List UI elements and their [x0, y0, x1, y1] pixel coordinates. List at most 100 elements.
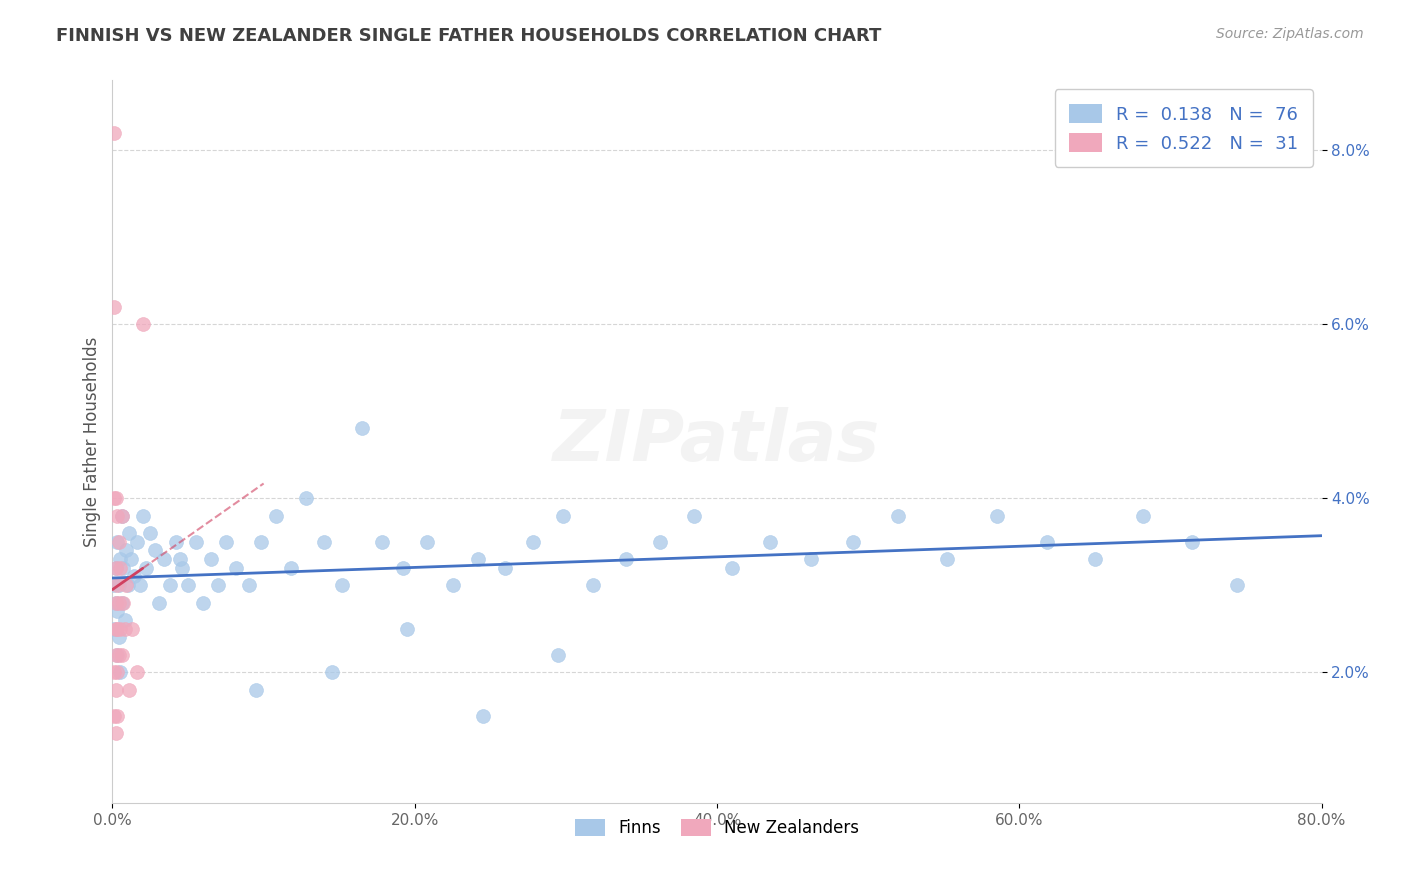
- Point: [112, 561, 135, 575]
- Point: [238, 578, 260, 592]
- Point: [416, 534, 439, 549]
- Point: [295, 491, 318, 505]
- Point: [169, 552, 191, 566]
- Point: [471, 708, 494, 723]
- Point: [114, 622, 136, 636]
- Point: [396, 622, 419, 636]
- Point: [264, 508, 287, 523]
- Point: [110, 648, 132, 662]
- Point: [522, 534, 544, 549]
- Point: [1035, 534, 1057, 549]
- Point: [148, 596, 170, 610]
- Point: [207, 578, 229, 592]
- Point: [683, 508, 706, 523]
- Point: [103, 708, 125, 723]
- Point: [153, 552, 176, 566]
- Point: [935, 552, 957, 566]
- Point: [391, 561, 413, 575]
- Point: [107, 631, 129, 645]
- Point: [370, 534, 392, 549]
- Point: [105, 708, 128, 723]
- Point: [122, 569, 145, 583]
- Y-axis label: Single Father Households: Single Father Households: [83, 336, 101, 547]
- Point: [125, 665, 148, 680]
- Point: [159, 578, 181, 592]
- Point: [467, 552, 489, 566]
- Point: [104, 561, 127, 575]
- Point: [107, 578, 129, 592]
- Point: [225, 561, 247, 575]
- Point: [330, 578, 353, 592]
- Point: [128, 578, 150, 592]
- Point: [184, 534, 207, 549]
- Point: [551, 508, 574, 523]
- Point: [280, 561, 302, 575]
- Point: [110, 596, 132, 610]
- Point: [115, 543, 138, 558]
- Point: [132, 317, 155, 331]
- Point: [103, 126, 125, 140]
- Point: [107, 648, 129, 662]
- Point: [115, 578, 138, 592]
- Point: [104, 622, 127, 636]
- Point: [104, 491, 127, 505]
- Point: [721, 561, 744, 575]
- Point: [104, 648, 127, 662]
- Point: [105, 534, 128, 549]
- Point: [108, 552, 131, 566]
- Point: [108, 665, 131, 680]
- Point: [350, 421, 373, 435]
- Point: [104, 726, 127, 740]
- Point: [321, 665, 343, 680]
- Point: [112, 596, 135, 610]
- Point: [887, 508, 910, 523]
- Point: [170, 561, 193, 575]
- Legend: Finns, New Zealanders: Finns, New Zealanders: [567, 810, 868, 845]
- Point: [105, 648, 128, 662]
- Text: FINNISH VS NEW ZEALANDER SINGLE FATHER HOUSEHOLDS CORRELATION CHART: FINNISH VS NEW ZEALANDER SINGLE FATHER H…: [56, 27, 882, 45]
- Point: [132, 508, 155, 523]
- Point: [118, 525, 141, 540]
- Point: [103, 300, 125, 314]
- Point: [616, 552, 638, 566]
- Point: [986, 508, 1008, 523]
- Point: [441, 578, 464, 592]
- Point: [121, 622, 143, 636]
- Point: [103, 491, 125, 505]
- Point: [800, 552, 823, 566]
- Point: [105, 508, 128, 523]
- Point: [117, 578, 139, 592]
- Point: [103, 578, 125, 592]
- Point: [143, 543, 166, 558]
- Point: [200, 552, 222, 566]
- Point: [1084, 552, 1107, 566]
- Point: [314, 534, 336, 549]
- Point: [135, 561, 157, 575]
- Point: [120, 552, 142, 566]
- Point: [105, 578, 128, 592]
- Point: [759, 534, 782, 549]
- Point: [842, 534, 865, 549]
- Point: [105, 622, 128, 636]
- Text: Source: ZipAtlas.com: Source: ZipAtlas.com: [1216, 27, 1364, 41]
- Point: [165, 534, 187, 549]
- Point: [105, 604, 128, 618]
- Point: [245, 682, 267, 697]
- Point: [107, 534, 129, 549]
- Point: [547, 648, 569, 662]
- Point: [104, 682, 127, 697]
- Point: [215, 534, 238, 549]
- Point: [114, 613, 136, 627]
- Point: [107, 596, 129, 610]
- Point: [1181, 534, 1204, 549]
- Text: ZIPatlas: ZIPatlas: [554, 407, 880, 476]
- Point: [110, 508, 132, 523]
- Point: [139, 525, 162, 540]
- Point: [118, 682, 141, 697]
- Point: [582, 578, 605, 592]
- Point: [249, 534, 271, 549]
- Point: [648, 534, 671, 549]
- Point: [108, 622, 131, 636]
- Point: [177, 578, 200, 592]
- Point: [108, 561, 131, 575]
